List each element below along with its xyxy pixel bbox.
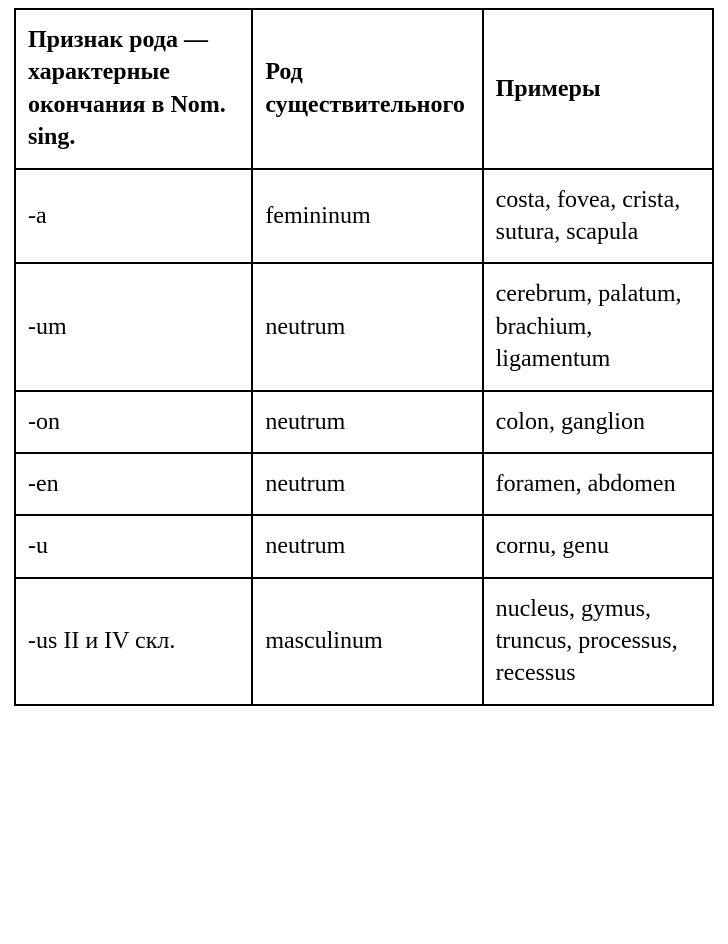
cell-gender: neutrum (252, 391, 482, 453)
cell-gender: neutrum (252, 515, 482, 577)
cell-ending: -a (15, 169, 252, 264)
table-header-row: Признак рода — характерные окончания в N… (15, 9, 713, 169)
cell-ending: -us II и IV скл. (15, 578, 252, 705)
table-row: -a femininum costa, fovea, crista, sutur… (15, 169, 713, 264)
cell-gender: neutrum (252, 453, 482, 515)
grammar-table: Признак рода — характерные окончания в N… (14, 8, 714, 706)
cell-gender: neutrum (252, 263, 482, 390)
header-examples: Примеры (483, 9, 713, 169)
cell-examples: foramen, abdomen (483, 453, 713, 515)
cell-ending: -um (15, 263, 252, 390)
cell-examples: nucleus, gymus, truncus, processus, rece… (483, 578, 713, 705)
table-row: -en neutrum foramen, abdomen (15, 453, 713, 515)
cell-ending: -u (15, 515, 252, 577)
cell-examples: colon, ganglion (483, 391, 713, 453)
cell-ending: -en (15, 453, 252, 515)
cell-examples: cornu, genu (483, 515, 713, 577)
cell-examples: costa, fovea, crista, sutura, scapula (483, 169, 713, 264)
header-ending: Признак рода — характерные окончания в N… (15, 9, 252, 169)
table-row: -on neutrum colon, ganglion (15, 391, 713, 453)
cell-examples: cerebrum, palatum, brachium, ligamentum (483, 263, 713, 390)
table-row: -u neutrum cornu, genu (15, 515, 713, 577)
cell-ending: -on (15, 391, 252, 453)
table-row: -us II и IV скл. masculinum nucleus, gym… (15, 578, 713, 705)
cell-gender: femininum (252, 169, 482, 264)
cell-gender: masculinum (252, 578, 482, 705)
header-gender: Род существительного (252, 9, 482, 169)
table-row: -um neutrum cerebrum, palatum, brachium,… (15, 263, 713, 390)
